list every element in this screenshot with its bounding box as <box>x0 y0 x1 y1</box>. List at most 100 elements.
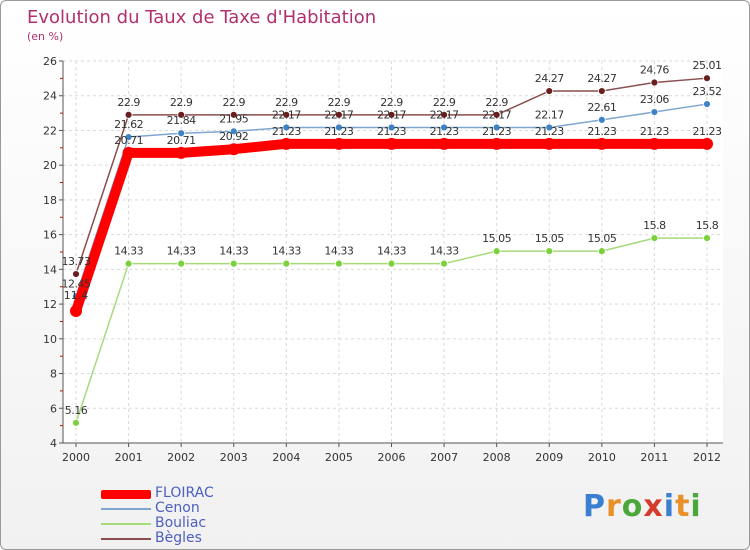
x-tick-label: 2010 <box>588 451 616 464</box>
legend-label-bouliac: Bouliac <box>155 515 207 531</box>
data-label-floirac: 21.23 <box>324 125 353 138</box>
data-label-floirac: 20.71 <box>114 134 143 147</box>
data-point-floirac <box>122 146 135 159</box>
legend-item-bouliac: Bouliac <box>101 515 301 531</box>
data-point-bouliac <box>703 234 711 243</box>
brand-logo: Proxiti <box>583 489 702 524</box>
data-point-cenon <box>282 123 291 132</box>
data-label-bouliac: 15.05 <box>482 232 511 245</box>
x-tick-label: 2000 <box>62 451 90 464</box>
data-label-bouliac: 14.33 <box>272 245 301 258</box>
data-label-bouliac: 5.16 <box>65 404 88 417</box>
data-point-bouliac <box>545 247 554 256</box>
data-point-bgles <box>72 270 80 278</box>
data-point-bouliac <box>597 247 606 256</box>
brand-letter: i <box>663 489 676 524</box>
brand-letter: o <box>621 489 644 524</box>
legend-item-cenon: Cenon <box>101 500 301 516</box>
y-tick-label: 4 <box>50 437 57 450</box>
data-point-cenon <box>650 108 659 116</box>
data-point-bouliac <box>282 259 291 268</box>
y-tick-label: 22 <box>43 124 57 137</box>
data-point-cenon <box>440 123 448 132</box>
data-point-bgles <box>229 110 238 119</box>
y-tick-label: 10 <box>43 333 57 346</box>
data-label-cenon: 21.62 <box>114 118 143 131</box>
legend-item-begles: Bègles <box>101 530 301 546</box>
data-label-floirac: 21.23 <box>587 125 616 138</box>
x-tick-label: 2012 <box>693 451 721 464</box>
data-point-bgles <box>703 74 711 83</box>
data-label-floirac: 20.71 <box>167 134 196 147</box>
data-point-cenon <box>703 100 711 108</box>
y-tick-label: 26 <box>43 55 57 68</box>
data-point-floirac <box>490 137 503 150</box>
data-point-cenon <box>335 123 343 132</box>
data-point-bgles <box>650 78 659 87</box>
legend-swatch-floirac <box>101 489 151 499</box>
brand-letter: P <box>583 489 606 524</box>
data-label-bouliac: 15.8 <box>696 219 719 232</box>
data-point-bouliac <box>492 247 501 256</box>
legend-label-cenon: Cenon <box>155 500 200 516</box>
brand-letter: t <box>675 489 691 524</box>
brand-letter: i <box>690 489 702 524</box>
data-point-bgles <box>440 110 448 119</box>
data-label-bgles: 22.9 <box>485 96 508 109</box>
data-label-cenon: 22.17 <box>430 109 459 122</box>
legend: FLOIRAC Cenon Bouliac Bègles <box>101 485 301 546</box>
data-point-bgles <box>124 110 133 119</box>
data-point-cenon <box>492 123 501 132</box>
data-point-bouliac <box>177 259 186 268</box>
data-point-floirac <box>280 137 293 150</box>
y-tick-label: 16 <box>43 229 57 242</box>
data-label-cenon: 12.45 <box>62 277 91 290</box>
y-tick-label: 20 <box>43 159 57 172</box>
data-label-cenon: 22.17 <box>535 109 564 122</box>
data-label-cenon: 23.06 <box>640 93 669 106</box>
data-label-floirac: 21.23 <box>535 125 564 138</box>
data-point-cenon <box>545 123 554 132</box>
data-point-floirac <box>701 137 713 150</box>
y-tick-label: 12 <box>43 298 57 311</box>
data-point-bgles <box>387 110 396 119</box>
data-label-bgles: 13.73 <box>62 255 91 268</box>
data-label-bouliac: 14.33 <box>219 245 248 258</box>
x-tick-label: 2005 <box>325 451 353 464</box>
data-label-bgles: 22.9 <box>223 96 246 109</box>
chart-title: Evolution du Taux de Taxe d'Habitation <box>27 7 377 28</box>
x-tick-label: 2004 <box>272 451 300 464</box>
data-label-bouliac: 15.8 <box>643 219 666 232</box>
data-point-bouliac <box>335 259 343 268</box>
x-tick-label: 2002 <box>167 451 195 464</box>
data-label-bgles: 24.27 <box>535 72 564 85</box>
data-label-bouliac: 14.33 <box>114 245 143 258</box>
legend-swatch-cenon <box>101 507 151 510</box>
brand-letter: r <box>606 489 622 524</box>
data-point-cenon <box>387 123 396 132</box>
data-label-bouliac: 14.33 <box>324 245 353 258</box>
x-tick-label: 2008 <box>483 451 511 464</box>
data-point-floirac <box>648 137 661 150</box>
data-point-floirac <box>332 137 345 150</box>
data-label-bouliac: 15.05 <box>535 232 564 245</box>
data-point-floirac <box>227 143 240 156</box>
data-label-cenon: 22.17 <box>324 109 353 122</box>
data-point-bouliac <box>229 259 238 268</box>
x-tick-label: 2011 <box>640 451 668 464</box>
data-point-bgles <box>597 87 606 95</box>
data-label-bgles: 22.9 <box>328 96 351 109</box>
unit-label: (en %) <box>27 30 64 43</box>
data-label-bgles: 25.01 <box>693 59 722 72</box>
y-tick-label: 8 <box>50 368 57 381</box>
data-label-cenon: 22.17 <box>482 109 511 122</box>
y-tick-label: 18 <box>43 194 57 207</box>
data-label-cenon: 21.84 <box>167 114 196 127</box>
data-label-bgles: 22.9 <box>433 96 456 109</box>
data-label-cenon: 22.17 <box>377 109 406 122</box>
data-point-bgles <box>335 110 343 119</box>
data-label-cenon: 22.17 <box>272 109 301 122</box>
legend-item-floirac: FLOIRAC <box>101 485 301 501</box>
